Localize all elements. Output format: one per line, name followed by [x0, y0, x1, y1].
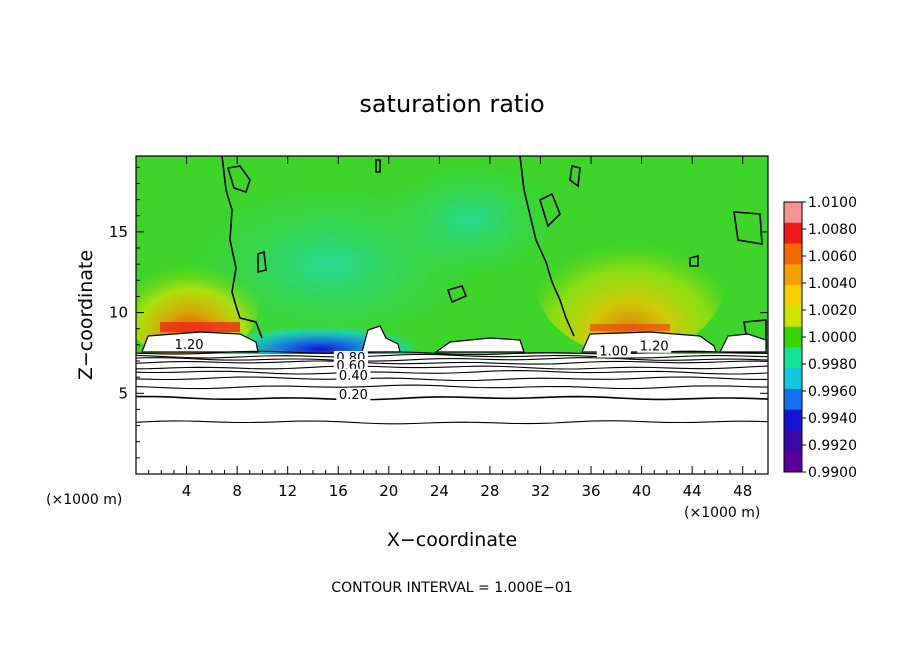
- cloud-blob-center: [434, 337, 525, 353]
- contour-lines-lower: [136, 350, 768, 425]
- contour-interval-note: CONTOUR INTERVAL = 1.000E−01: [331, 580, 572, 596]
- x-tick-label: 36: [581, 482, 600, 500]
- contour-label-bg: [336, 388, 371, 402]
- x-axis-title: X−coordinate: [387, 529, 517, 551]
- colorbar-tick-label: 0.9980: [808, 357, 857, 373]
- contour-labels: 1.20 1.201.000.800.600.400.20: [172, 338, 672, 403]
- colorbar-tick-label: 1.0060: [808, 249, 857, 265]
- chart-title: saturation ratio: [359, 90, 544, 118]
- contour-loop-d: [733, 211, 763, 245]
- y-tick-label: 15: [109, 223, 128, 241]
- contour-loop-b: [446, 285, 468, 304]
- y-tick-label: 5: [118, 384, 128, 402]
- colorbar-swatch: [784, 264, 802, 286]
- contour-label-bg: [637, 339, 672, 353]
- y-axis-title: Z−coordinate: [75, 250, 97, 380]
- contour-loop-f: [375, 159, 381, 173]
- contour-loop-e: [569, 165, 581, 188]
- x-unit-right: (×1000 m): [684, 505, 760, 521]
- x-tick-label: 32: [531, 482, 550, 500]
- colorbar-tick-label: 1.0000: [808, 330, 857, 346]
- x-tick-label: 40: [632, 482, 651, 500]
- x-tick-label: 44: [683, 482, 702, 500]
- y-tick-label: 10: [109, 304, 128, 322]
- cloud-blob-far-right: [719, 333, 767, 353]
- contour-label: 1.20: [640, 340, 669, 355]
- colorbar-swatch: [784, 202, 802, 224]
- contour-label-bg: [596, 344, 631, 358]
- field-warm-right: [535, 205, 725, 355]
- x-tick-label: 8: [232, 482, 242, 500]
- colorbar-swatch: [784, 347, 802, 369]
- colorbar-swatch: [784, 451, 802, 473]
- x-tick-label: 12: [278, 482, 297, 500]
- contour-label: 0.40: [339, 369, 368, 384]
- contour-line: [136, 376, 768, 382]
- colorbar-swatch: [784, 326, 802, 348]
- contour-loop-top-left: [226, 165, 251, 194]
- contour-line: [136, 353, 768, 359]
- x-tick-label: 24: [430, 482, 449, 500]
- contour-loop-c: [539, 192, 561, 228]
- colorbar-swatch: [784, 305, 802, 328]
- colorbar: [783, 201, 803, 473]
- colorbar-tick-label: 1.0040: [808, 276, 857, 292]
- contour-line-right: [519, 156, 575, 337]
- x-tick-label: 28: [480, 482, 499, 500]
- x-unit-left: (×1000 m): [46, 492, 122, 508]
- x-tick-label: 16: [329, 482, 348, 500]
- field-red-strip-left: [160, 322, 240, 332]
- contour-label-bg: [336, 368, 371, 382]
- colorbar-tick-label: 1.0020: [808, 303, 857, 319]
- colorbar-tick-label: 0.9920: [808, 438, 857, 454]
- y-axis-ticks: 5 10 15: [109, 166, 768, 459]
- plot-area: [136, 156, 768, 474]
- colorbar-tick-label: 1.0100: [808, 195, 857, 211]
- field-red-strip-right: [590, 324, 670, 331]
- colorbar-tick-labels: 1.0100 1.0080 1.0060 1.0040 1.0020 1.0000 0.99…: [802, 195, 857, 481]
- colorbar-swatch: [784, 243, 802, 265]
- colorbar-tick-label: 0.9940: [808, 411, 857, 427]
- x-axis-ticks: 4 8 12 16 20 24 28 32 36 40 44 48: [148, 156, 756, 500]
- contour-line: [136, 420, 768, 425]
- contour-line: [136, 395, 768, 401]
- contour-line: [136, 357, 768, 362]
- contour-label: 1.20: [175, 338, 204, 353]
- colorbar-tick-label: 0.9900: [808, 465, 857, 481]
- colorbar-tick-label: 0.9960: [808, 384, 857, 400]
- x-tick-label: 4: [182, 482, 192, 500]
- contour-line: [136, 365, 768, 370]
- colorbar-swatch: [784, 222, 802, 245]
- colorbar-swatch: [784, 368, 802, 390]
- field-cyan-patch-2: [380, 160, 560, 280]
- colorbar-swatch: [784, 409, 802, 431]
- contour-line: [136, 384, 768, 390]
- contour-label: 1.00: [599, 345, 628, 360]
- colorbar-swatch: [784, 388, 802, 411]
- x-tick-label: 48: [733, 482, 752, 500]
- colorbar-swatch: [784, 430, 802, 452]
- colorbar-tick-label: 1.0080: [808, 222, 857, 238]
- contour-line-left: [221, 156, 263, 339]
- field-subsaturated-layer: [136, 354, 768, 474]
- colorbar-swatch: [784, 285, 802, 307]
- contour-loop-a: [257, 250, 267, 274]
- contour-label: 0.20: [339, 388, 368, 403]
- x-tick-label: 20: [379, 482, 398, 500]
- contour-label-bg: [172, 338, 207, 352]
- contour-lines-upper: [221, 156, 767, 349]
- contour-loop-h: [689, 254, 699, 267]
- contour-line: [136, 370, 768, 375]
- contour-line: [136, 360, 768, 365]
